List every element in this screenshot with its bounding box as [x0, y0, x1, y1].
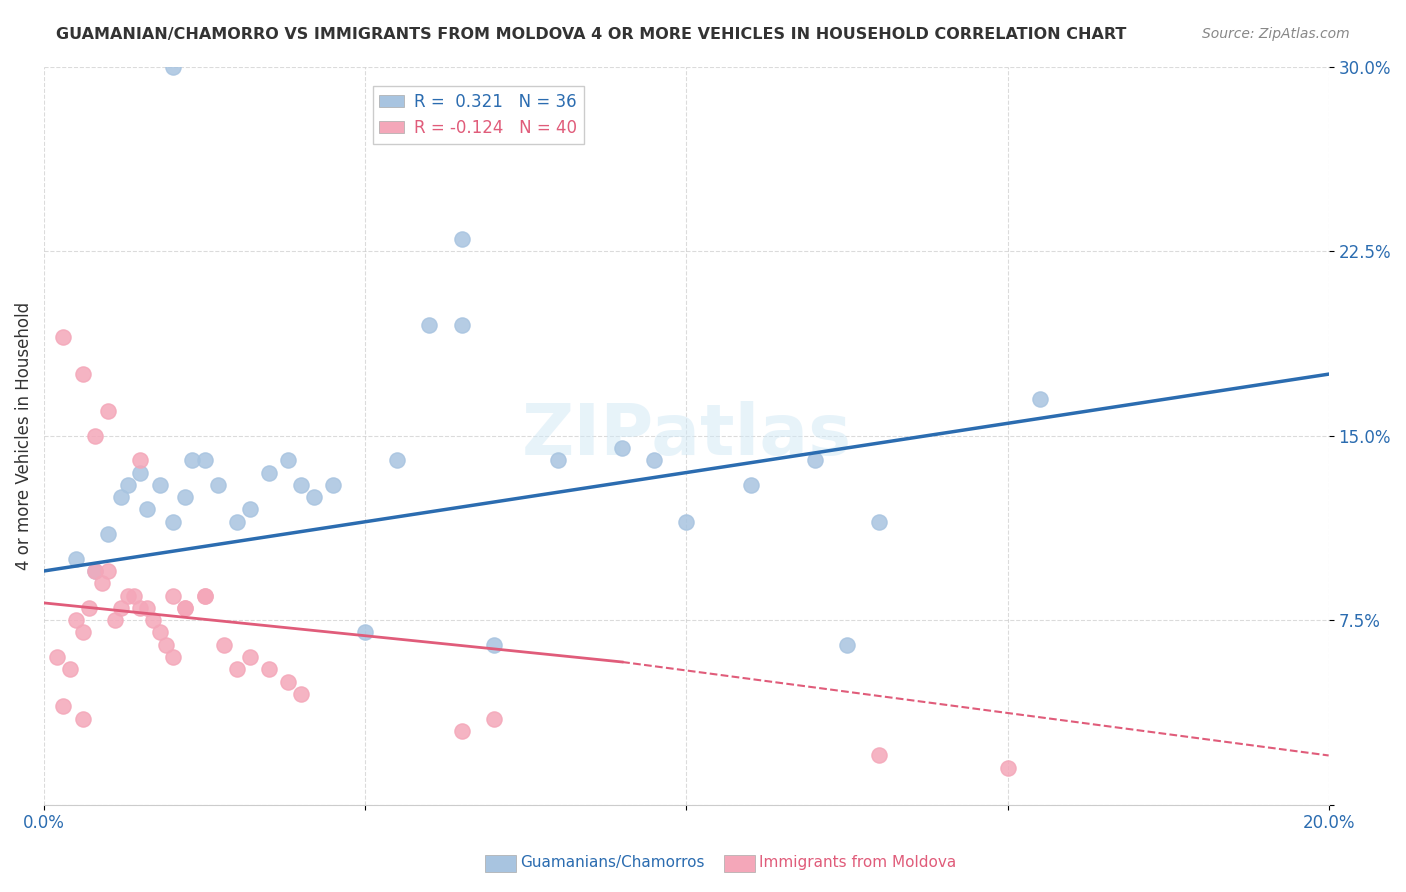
Point	[90, 576, 112, 591]
Point	[110, 600, 132, 615]
Point	[104, 613, 127, 627]
Point	[418, 318, 440, 332]
Point	[65, 613, 87, 627]
Point	[117, 478, 139, 492]
Point	[194, 589, 217, 603]
Point	[1028, 392, 1050, 406]
Point	[97, 564, 120, 578]
Point	[450, 318, 472, 332]
Point	[135, 502, 157, 516]
Point	[277, 453, 299, 467]
Text: GUAMANIAN/CHAMORRO VS IMMIGRANTS FROM MOLDOVA 4 OR MORE VEHICLES IN HOUSEHOLD CO: GUAMANIAN/CHAMORRO VS IMMIGRANTS FROM MO…	[56, 27, 1126, 42]
Point	[77, 600, 100, 615]
Point	[225, 662, 247, 676]
Point	[135, 600, 157, 615]
Point	[277, 674, 299, 689]
Text: Guamanians/Chamorros: Guamanians/Chamorros	[520, 855, 704, 870]
Legend: R =  0.321   N = 36, R = -0.124   N = 40: R = 0.321 N = 36, R = -0.124 N = 40	[373, 86, 583, 144]
Point	[174, 490, 197, 504]
Point	[804, 453, 827, 467]
Point	[643, 453, 665, 467]
Point	[174, 600, 197, 615]
Point	[129, 453, 152, 467]
Point	[868, 515, 890, 529]
Point	[162, 589, 184, 603]
Point	[84, 428, 107, 442]
Point	[72, 367, 94, 381]
Point	[162, 515, 184, 529]
Point	[155, 638, 177, 652]
Point	[142, 613, 165, 627]
Point	[547, 453, 569, 467]
Point	[290, 478, 312, 492]
Point	[302, 490, 325, 504]
Point	[740, 478, 762, 492]
Point	[194, 589, 217, 603]
Point	[122, 589, 145, 603]
Text: ZIPatlas: ZIPatlas	[522, 401, 852, 470]
Point	[322, 478, 344, 492]
Point	[387, 453, 409, 467]
FancyBboxPatch shape	[724, 855, 755, 872]
Point	[129, 600, 152, 615]
Point	[239, 502, 262, 516]
Text: Immigrants from Moldova: Immigrants from Moldova	[759, 855, 956, 870]
Point	[97, 404, 120, 418]
Point	[257, 466, 280, 480]
Point	[212, 638, 235, 652]
Point	[239, 650, 262, 665]
Point	[482, 638, 505, 652]
Point	[52, 699, 75, 714]
Point	[162, 650, 184, 665]
Point	[129, 466, 152, 480]
Point	[149, 478, 172, 492]
Point	[868, 748, 890, 763]
Point	[997, 761, 1019, 775]
Point	[482, 712, 505, 726]
Point	[162, 60, 184, 74]
Point	[257, 662, 280, 676]
Point	[835, 638, 858, 652]
Point	[84, 564, 107, 578]
Point	[52, 330, 75, 344]
Point	[84, 564, 107, 578]
Point	[354, 625, 377, 640]
Point	[610, 441, 633, 455]
Point	[675, 515, 697, 529]
Point	[174, 600, 197, 615]
Point	[72, 625, 94, 640]
Point	[450, 723, 472, 738]
Point	[207, 478, 229, 492]
Point	[65, 551, 87, 566]
Point	[110, 490, 132, 504]
Point	[59, 662, 82, 676]
Point	[450, 232, 472, 246]
Point	[290, 687, 312, 701]
Y-axis label: 4 or more Vehicles in Household: 4 or more Vehicles in Household	[15, 301, 32, 570]
Point	[72, 712, 94, 726]
Point	[97, 527, 120, 541]
Point	[46, 650, 69, 665]
Point	[149, 625, 172, 640]
Point	[225, 515, 247, 529]
Text: Source: ZipAtlas.com: Source: ZipAtlas.com	[1202, 27, 1350, 41]
FancyBboxPatch shape	[485, 855, 516, 872]
Point	[194, 453, 217, 467]
Point	[180, 453, 202, 467]
Point	[117, 589, 139, 603]
